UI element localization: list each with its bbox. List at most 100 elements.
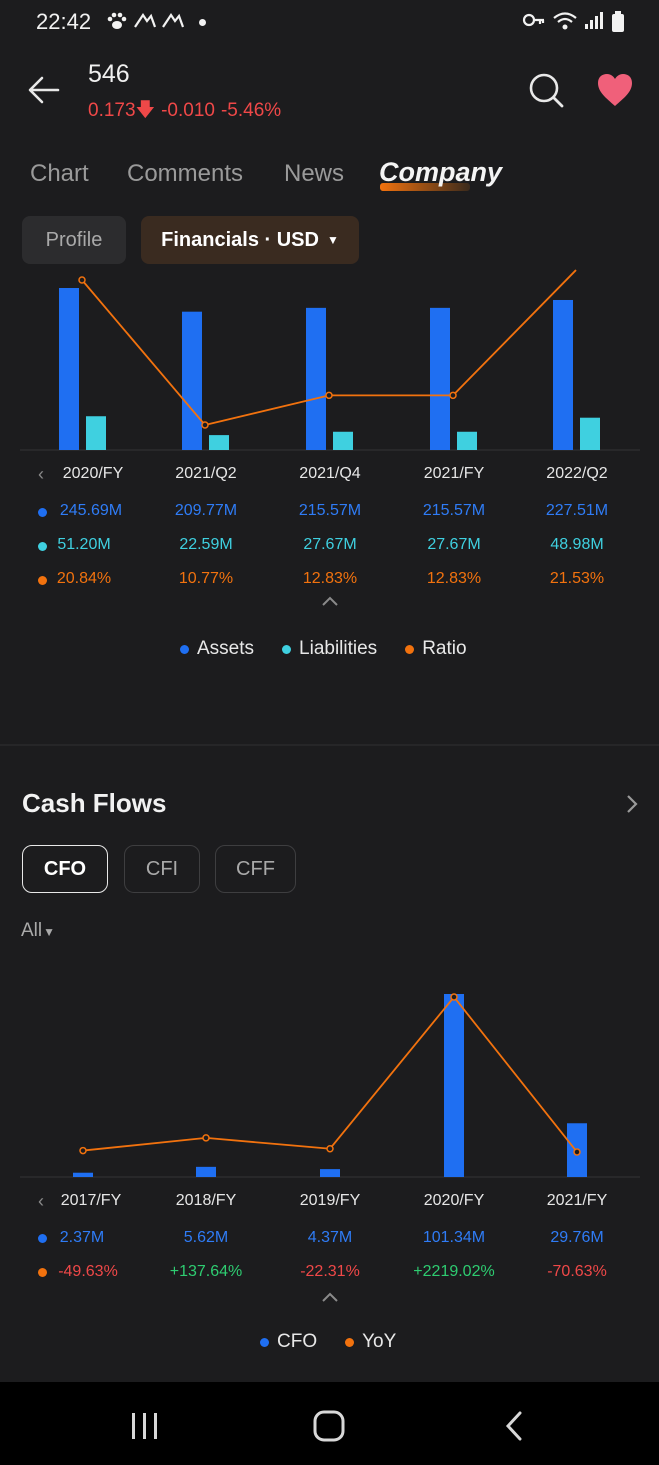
financials-label: Financials · USD [161,228,319,251]
category-label: 2019/FY [299,1192,361,1209]
category-label: 2022/Q2 [546,465,608,482]
category-label: 2021/Q4 [299,465,361,482]
category-label: 2017/FY [60,1192,122,1209]
active-tab-indicator [380,183,470,191]
cfo-value: 2.37M [59,1229,105,1246]
section-divider [0,744,659,746]
category-label: 2021/FY [423,465,485,482]
ratio-point [78,276,86,284]
cfi-button[interactable]: CFI [124,845,200,893]
assets-value: 227.51M [545,502,609,519]
legend-dot-icon [180,644,189,654]
chart-legend: Assets Liabilities Ratio [180,638,467,660]
favorite-heart-icon[interactable] [596,72,634,108]
yoy-point [450,993,458,1001]
status-time: 22:42 [36,9,92,34]
assets-value: 215.57M [422,502,486,519]
chevron-up-icon[interactable] [320,594,340,613]
tab-news[interactable]: News [284,160,345,187]
category-label: 2020/FY [62,465,124,482]
battery-icon [611,11,625,38]
chevron-left-icon[interactable]: ‹ [38,464,44,484]
tab-chart[interactable]: Chart [30,160,89,187]
ratio-value: 20.84% [56,570,112,587]
liabilities-value: 27.67M [427,536,481,553]
app-notification-icon [162,11,185,34]
ratio-dot-icon [38,576,47,585]
chevron-right-icon[interactable] [622,792,642,821]
ratio-value: 12.83% [302,570,358,587]
liabilities-bar [86,416,106,450]
chart-legend: CFO YoY [260,1331,396,1353]
legend-dot-icon [260,1337,269,1347]
period-filter-dropdown[interactable]: All▼ [21,920,55,942]
legend-dot-icon [345,1337,355,1347]
search-icon[interactable] [526,70,566,110]
wifi-icon [552,11,578,36]
cfo-value: 5.62M [183,1229,229,1246]
caret-down-icon: ▼ [43,925,56,939]
assets-bar [553,299,573,450]
assets-bar [306,307,326,450]
ratio-point [325,391,333,400]
liabilities-bar [209,435,229,450]
cfo-bar [73,1172,93,1177]
cfo-dot-icon [38,1234,47,1243]
cash-flow-data-table: ‹ 2017/FY 2018/FY 2019/FY 2020/FY 2021/F… [0,1190,659,1290]
legend-liabilities: Liabilities [299,638,378,659]
liabilities-bar [580,417,600,450]
tab-company[interactable]: Company [379,157,503,187]
yoy-point [202,1134,210,1142]
liabilities-bar [333,431,353,450]
category-label: 2018/FY [175,1192,237,1209]
category-label: 2021/Q2 [175,465,237,482]
caret-down-icon: ▼ [326,233,339,247]
ratio-value: 12.83% [426,570,482,587]
status-bar: 22:42 [0,0,659,46]
cash-flow-chart [20,993,640,1178]
chevron-left-icon[interactable]: ‹ [38,1191,44,1211]
key-icon [522,11,546,34]
back-arrow-icon[interactable] [26,72,62,108]
legend-ratio: Ratio [422,638,467,659]
yoy-point [573,1148,581,1156]
cff-button[interactable]: CFF [215,845,296,893]
cfo-bar [320,1169,340,1177]
liabilities-value: 48.98M [550,536,604,553]
paw-icon [106,11,128,36]
yoy-value: +2219.02% [413,1263,495,1280]
yoy-value: +137.64% [169,1263,243,1280]
cfo-value: 4.37M [307,1229,353,1246]
cash-flows-title: Cash Flows [22,788,167,818]
yoy-value: -22.31% [300,1263,360,1280]
ratio-line [81,269,577,427]
profile-label: Profile [45,228,103,251]
legend-dot-icon [405,644,415,654]
yoy-line [82,995,578,1153]
assets-bar [59,288,79,450]
ratio-point [201,421,209,429]
price-change: -0.010 [161,100,215,121]
recent-apps-icon[interactable] [130,1412,160,1445]
assets-value: 209.77M [174,502,238,519]
cfo-bar [444,994,464,1177]
liabilities-value: 22.59M [179,536,233,553]
ratio-value: 10.77% [178,570,234,587]
cfo-button-label: CFO [43,857,87,880]
financials-currency-dropdown[interactable]: Financials · USD ▼ [141,216,359,264]
back-icon[interactable] [502,1410,526,1447]
liabilities-dot-icon [38,542,47,551]
legend-dot-icon [282,644,292,654]
assets-value: 215.57M [298,502,362,519]
profile-button[interactable]: Profile [22,216,126,264]
yoy-dot-icon [38,1268,47,1277]
ratio-value: 21.53% [549,570,605,587]
home-icon[interactable] [313,1410,345,1447]
liabilities-value: 51.20M [57,536,111,553]
chevron-up-icon[interactable] [320,1290,340,1309]
app-notification-icon [134,11,157,34]
cfo-button[interactable]: CFO [22,845,108,893]
cfo-value: 29.76M [550,1229,604,1246]
tab-comments[interactable]: Comments [127,160,244,187]
liabilities-value: 27.67M [303,536,357,553]
